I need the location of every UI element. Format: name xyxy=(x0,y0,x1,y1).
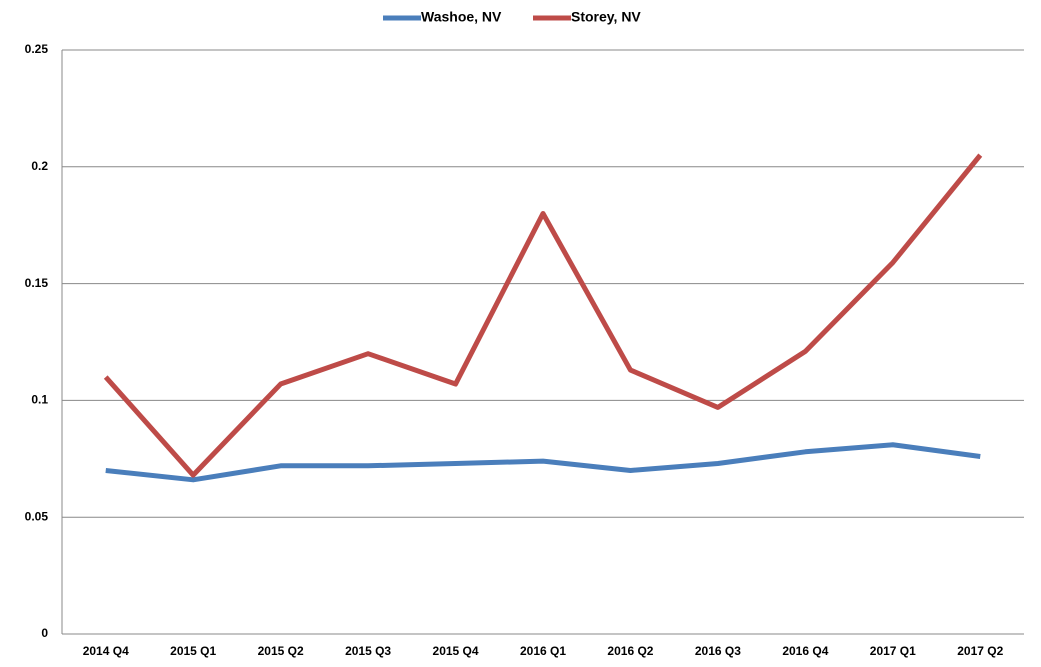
x-tick-label: 2016 Q1 xyxy=(520,644,566,658)
y-tick-label: 0.05 xyxy=(25,509,49,523)
y-tick-label: 0.1 xyxy=(31,393,48,407)
legend-label: Storey, NV xyxy=(571,9,641,25)
x-tick-label: 2015 Q3 xyxy=(345,644,391,658)
x-tick-label: 2016 Q3 xyxy=(695,644,741,658)
y-tick-label: 0.25 xyxy=(25,42,49,56)
x-tick-label: 2015 Q4 xyxy=(433,644,479,658)
series-line xyxy=(103,153,983,478)
x-tick-label: 2017 Q2 xyxy=(957,644,1003,658)
series-line xyxy=(105,442,981,483)
x-tick-label: 2015 Q1 xyxy=(170,644,216,658)
x-tick-label: 2016 Q4 xyxy=(782,644,828,658)
y-tick-label: 0 xyxy=(41,626,48,640)
x-tick-label: 2017 Q1 xyxy=(870,644,916,658)
x-tick-label: 2015 Q2 xyxy=(258,644,304,658)
x-tick-label: 2016 Q2 xyxy=(607,644,653,658)
x-tick-label: 2014 Q4 xyxy=(83,644,129,658)
legend-label: Washoe, NV xyxy=(421,9,502,25)
y-tick-label: 0.2 xyxy=(31,159,48,173)
y-tick-label: 0.15 xyxy=(25,276,49,290)
